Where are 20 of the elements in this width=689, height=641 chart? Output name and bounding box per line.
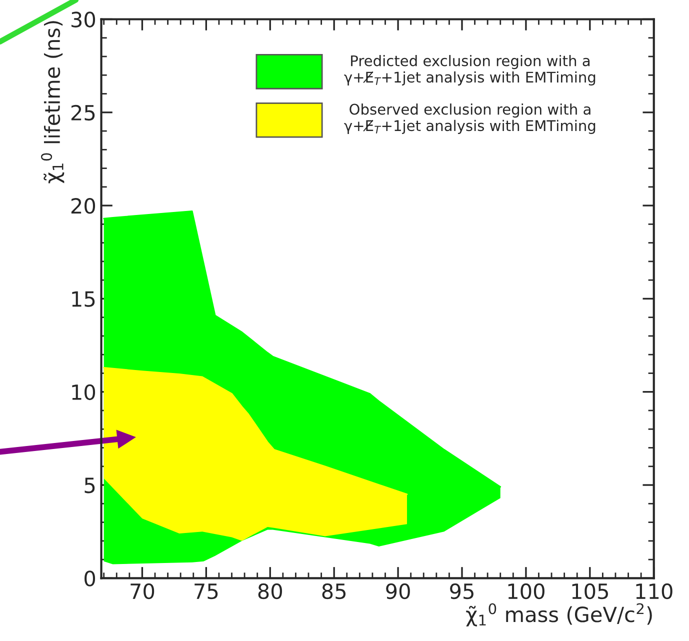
x-tick-label: 75 [194, 584, 218, 600]
y-tick-label: 10 [72, 384, 96, 400]
x-axis-title: χ̃$_{1}$$^{0}$ mass (GeV/c$^{2}$) [466, 603, 652, 626]
x-tick-label: 105 [572, 583, 608, 600]
x-tick-label: 70 [130, 583, 154, 600]
x-tick-label: 90 [386, 583, 410, 600]
x-tick-label: 85 [322, 583, 346, 600]
y-tick-label: 0 [84, 570, 96, 586]
y-tick-label: 20 [71, 198, 96, 214]
y-tick-label: 5 [84, 478, 95, 494]
x-tick-label: 80 [258, 583, 282, 600]
y-tick-label: 15 [72, 291, 95, 307]
x-tick-label: 100 [508, 583, 544, 600]
legend-label: Predicted exclusion region with a γ+E̸$_{T}$+1jet analysis with EMTiming [344, 54, 596, 86]
x-tick-label: 95 [450, 583, 474, 600]
legend-label: Observed exclusion region with a γ+E̸$_{T}$+1jet analysis with EMTiming [344, 103, 596, 134]
y-axis-title: χ̃$_{1}$$^{0}$ lifetime (ns) [41, 21, 64, 184]
y-tick-label: 25 [71, 104, 95, 121]
x-tick-label: 110 [636, 583, 672, 600]
y-tick-label: 30 [72, 12, 96, 28]
